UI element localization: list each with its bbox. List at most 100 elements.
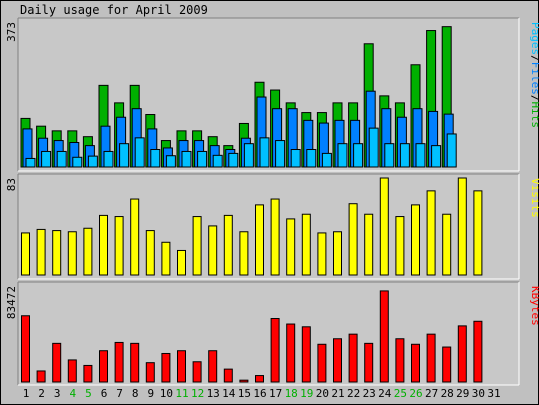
visits-bar [114, 216, 124, 276]
pages-bar [415, 143, 426, 168]
day-label-14: 14 [222, 387, 236, 400]
kbytes-bar [192, 361, 202, 383]
day-label-10: 10 [160, 387, 173, 400]
pages-bar [25, 157, 36, 168]
visits-bar [348, 203, 358, 276]
pages-bar [306, 149, 317, 168]
visits-bar [130, 198, 140, 276]
day-label-30: 30 [472, 387, 485, 400]
day-label-24: 24 [378, 387, 392, 400]
kbytes-bar [426, 333, 436, 383]
kbytes-bar [457, 325, 467, 383]
kbytes-bar [67, 359, 77, 383]
kbytes-bar [208, 350, 218, 383]
day-labels: 1 2 3 4 5 6 7 8 9 10 11 12 13 14 15 16 17 18 19 20 21 22 23 24 2… [23, 387, 501, 400]
kbytes-bar [36, 370, 46, 383]
visits-bar [192, 216, 202, 276]
visits-bar [379, 177, 389, 276]
visits-bar [177, 249, 186, 276]
day-label-5: 5 [85, 387, 92, 400]
visits-bar [411, 204, 420, 276]
day-label-26: 26 [409, 387, 422, 400]
pages-bar [134, 137, 145, 168]
pages-bar [150, 149, 161, 168]
chart-title: Daily usage for April 2009 [20, 3, 208, 17]
day-label-9: 9 [147, 387, 154, 400]
kbytes-bar [270, 318, 280, 383]
kbytes-bar [286, 323, 296, 383]
kbytes-bar [161, 352, 171, 383]
day-label-21: 21 [331, 387, 344, 400]
pages-bar [243, 143, 254, 168]
legend-item: / [529, 95, 539, 102]
day-label-11: 11 [175, 387, 188, 400]
panel-kbytes: 83472 KBytes [5, 281, 539, 386]
legend-item: / [529, 55, 539, 62]
day-label-20: 20 [316, 387, 329, 400]
visits-bar [442, 213, 452, 276]
day-label-22: 22 [347, 387, 360, 400]
kbytes-bar [145, 362, 155, 383]
kbytes-bar [223, 368, 233, 383]
visits-bar [239, 231, 249, 276]
visits-bar [255, 204, 264, 276]
kbytes-bar [301, 326, 311, 383]
day-label-23: 23 [363, 387, 376, 400]
kbytes-bar [177, 350, 186, 383]
day-label-25: 25 [394, 387, 407, 400]
kbytes-bar [379, 290, 389, 383]
kbytes-bar [473, 320, 483, 383]
visits-bar [286, 218, 296, 276]
day-label-17: 17 [269, 387, 282, 400]
pages-bar [87, 155, 98, 168]
legend-item: Hits [529, 102, 539, 129]
pages-bar [446, 133, 457, 168]
pages-bar [103, 150, 114, 168]
kbytes-bar [52, 342, 62, 383]
day-label-12: 12 [191, 387, 204, 400]
pages-bar [56, 150, 67, 168]
kbytes-bar [395, 338, 405, 383]
pages-bar [368, 127, 379, 168]
kbytes-bar [333, 338, 342, 383]
kbytes-bar [364, 342, 374, 383]
visits-bar [99, 214, 108, 276]
day-label-29: 29 [456, 387, 469, 400]
ymax-label-kbytes: 83472 [5, 286, 18, 319]
day-label-4: 4 [69, 387, 76, 400]
visits-bar [208, 225, 218, 276]
day-label-8: 8 [132, 387, 139, 400]
pages-bar [399, 143, 410, 168]
pages-bar [41, 150, 52, 168]
visits-bar [67, 231, 77, 276]
kbytes-bar [317, 343, 327, 383]
pages-bar [72, 156, 83, 168]
pages-bar [165, 155, 176, 168]
ymax-label-hits: 373 [5, 22, 18, 42]
day-label-15: 15 [238, 387, 251, 400]
day-label-1: 1 [23, 387, 30, 400]
pages-bar [290, 149, 301, 168]
panel-visits: 83 Visits [5, 173, 539, 280]
visits-bar [161, 241, 171, 276]
visits-bar [333, 231, 342, 276]
day-label-6: 6 [101, 387, 108, 400]
kbytes-bar [411, 343, 420, 383]
visits-bar [301, 213, 311, 276]
pages-bar [275, 140, 286, 168]
day-label-16: 16 [253, 387, 266, 400]
day-label-19: 19 [300, 387, 313, 400]
day-label-2: 2 [38, 387, 45, 400]
legend-hits: Pages/Files/Hits [529, 22, 539, 128]
legend-visits: Visits [529, 178, 539, 218]
panel-hits: 373 Pages/Files/Hits [5, 17, 539, 172]
kbytes-bar [114, 341, 124, 383]
visits-bar [364, 213, 374, 276]
day-label-18: 18 [285, 387, 298, 400]
kbytes-bar [130, 342, 140, 383]
day-label-7: 7 [116, 387, 123, 400]
pages-bar [259, 137, 270, 168]
pages-bar [212, 154, 223, 168]
